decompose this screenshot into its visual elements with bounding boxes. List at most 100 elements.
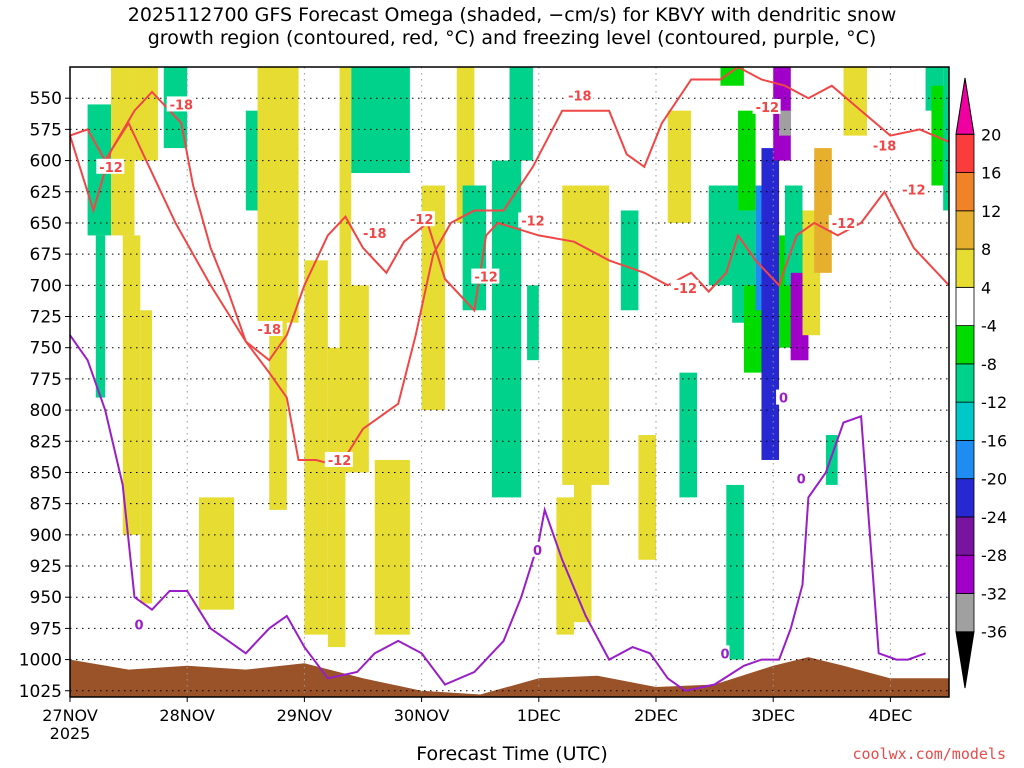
contour-label: -18 (258, 323, 282, 338)
y-tick-label: 550 (30, 89, 62, 109)
contour-label-bg (324, 451, 353, 467)
plot-frame (69, 66, 950, 698)
contour-label: 0 (533, 544, 542, 559)
colorbar-label: -24 (981, 508, 1007, 527)
contour-line (69, 334, 926, 692)
y-tick-label: 800 (30, 401, 62, 421)
contour-label: -12 (902, 183, 926, 198)
colorbar-label: -4 (981, 317, 997, 336)
y-tick-label: 725 (30, 308, 62, 328)
omega-patch (134, 67, 158, 161)
colorbar-label: -8 (981, 355, 997, 374)
colorbar-swatch (955, 554, 975, 594)
omega-patch (122, 235, 141, 535)
contour-label-bg (899, 181, 928, 197)
contour-line (69, 65, 950, 468)
omega-patch (814, 148, 832, 273)
colorbar-label: 12 (981, 202, 1001, 221)
colorbar-cap-bottom (955, 631, 975, 689)
colorbar-swatch (955, 401, 975, 441)
contour-label-bg (717, 645, 730, 661)
colorbar-label: -16 (981, 431, 1007, 450)
contour-label-bg (518, 212, 547, 228)
x-tick-label: 4DEC (869, 706, 913, 725)
contour-label: -12 (474, 271, 498, 286)
colorbar-label: -12 (981, 393, 1007, 412)
colorbar-swatch (955, 478, 975, 518)
y-tick-label: 850 (30, 463, 62, 483)
contour-label: 0 (134, 619, 143, 634)
colorbar-swatch (955, 133, 975, 173)
y-tick-label: 650 (30, 214, 62, 234)
chart-title: 2025112700 GFS Forecast Omega (shaded, −… (127, 4, 897, 49)
omega-patch (667, 110, 692, 223)
omega-patch (245, 110, 258, 211)
contour-label: 0 (779, 392, 788, 407)
contour-label-bg (752, 98, 781, 114)
contour-label-bg (360, 224, 388, 240)
colorbar-swatch (955, 210, 975, 250)
y-tick-label: 1000 (19, 651, 62, 671)
colorbar-swatch (955, 248, 975, 288)
contour-label-bg (254, 320, 283, 336)
y-tick-label: 950 (30, 588, 62, 608)
y-tick-label: 925 (30, 557, 62, 577)
omega-patch (784, 185, 803, 286)
colorbar-swatch (955, 363, 975, 403)
colorbar-label: -28 (981, 546, 1007, 565)
terrain-fill (70, 657, 949, 697)
colorbar-label: 16 (981, 164, 1001, 183)
contour-label: -12 (521, 214, 545, 229)
contour-label-bg (565, 87, 594, 103)
contour-label-bg (776, 389, 789, 405)
contour-line (69, 121, 950, 362)
omega-patch (779, 110, 791, 136)
contour-label: -18 (363, 227, 387, 242)
contour-label-bg (529, 541, 542, 557)
omega-patch (140, 310, 153, 604)
colorbar-label: 4 (981, 278, 991, 297)
contour-label: -12 (832, 217, 856, 232)
omega-patch (339, 67, 352, 286)
contour-label: -12 (328, 454, 352, 469)
omega-patch (562, 185, 610, 485)
omega-patch (943, 67, 949, 211)
colorbar-swatch (955, 439, 975, 480)
colorbar-swatch (955, 516, 975, 556)
x-tick-label: 1DEC (517, 706, 561, 725)
x-tick-label: 29NOV (277, 706, 333, 725)
y-axis-ticks: 550 575 600 625 650 675 700 725 750 775 800 825 850 8… (19, 89, 70, 702)
contour-label-bg (869, 137, 898, 153)
omega-patch (843, 67, 867, 136)
y-tick-label: 600 (30, 152, 62, 172)
contour-label: 0 (720, 647, 729, 662)
y-tick-label: 625 (30, 183, 62, 203)
y-tick-label: 675 (30, 245, 62, 265)
colorbar-cap-top (955, 77, 975, 135)
contour-labels: -18 -12 -18 -12 -18 -12 -12 -12 -18 -12 -12 -12 -18 -… (96, 87, 928, 662)
y-tick-label: 700 (30, 276, 62, 296)
colorbar: -36 -32 -28 -24 -20 -16 -12 -8 -4 4 8 12 16 20 (955, 77, 1007, 689)
contour-label-bg (96, 158, 125, 174)
omega-patch (761, 148, 780, 460)
x-tick-label: 30NOV (394, 706, 450, 725)
y-tick-label: 825 (30, 432, 62, 452)
omega-patch (573, 472, 592, 623)
omega-patch (738, 110, 756, 211)
plot-border (69, 66, 950, 698)
omega-patch (257, 67, 299, 323)
contour-label-bg (828, 214, 857, 230)
omega-patch (638, 435, 656, 560)
colorbar-label: -32 (981, 584, 1007, 603)
omega-patch (620, 210, 639, 311)
y-tick-label: 775 (30, 370, 62, 390)
omega-patch (509, 67, 533, 161)
contour-label: -18 (568, 90, 592, 105)
colorbar-label: 8 (981, 240, 991, 259)
x-tick-label: 28NOV (159, 706, 215, 725)
y-tick-label: 875 (30, 495, 62, 515)
contour-label: -12 (410, 213, 434, 228)
contour-label-bg (166, 96, 195, 112)
contour-label-bg (793, 470, 806, 486)
